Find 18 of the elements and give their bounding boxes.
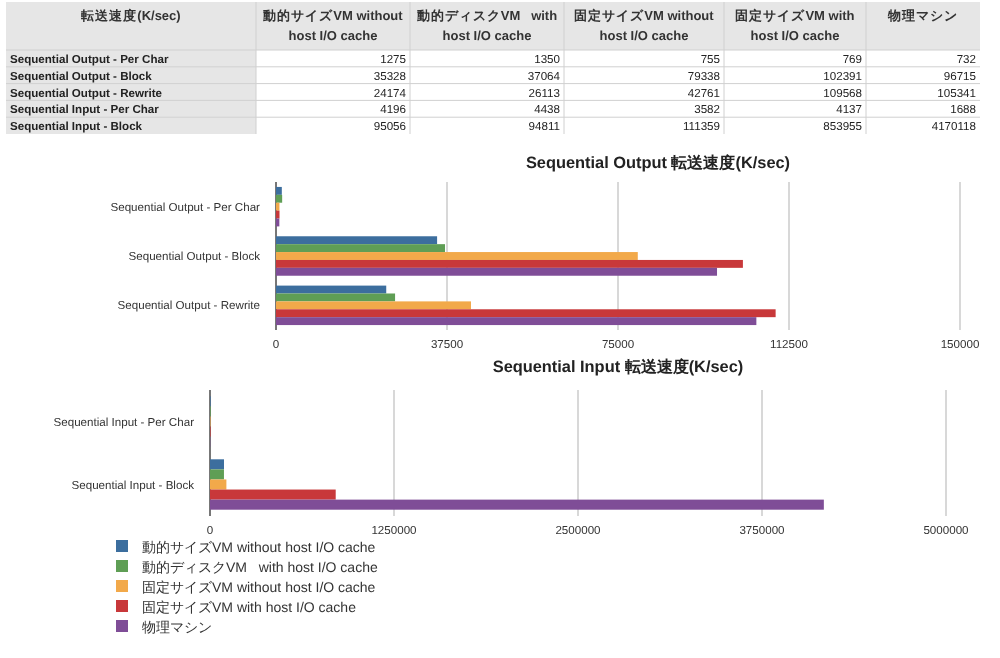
bar [210, 469, 224, 480]
bar [276, 186, 282, 195]
bar [276, 293, 396, 302]
bar [210, 489, 336, 500]
bar [276, 309, 776, 318]
bar [210, 479, 227, 490]
bar [276, 244, 446, 253]
bar [276, 194, 283, 203]
bar [276, 252, 638, 260]
bar [276, 267, 718, 276]
bar [276, 301, 471, 310]
bar [210, 459, 224, 470]
bar [210, 499, 824, 510]
chart-title: Sequential Input 転送速度(K/sec) [492, 356, 744, 376]
bar [276, 236, 438, 245]
chart-title: Sequential Output 転送速度(K/sec) [525, 152, 791, 172]
bar [276, 317, 757, 326]
bar [276, 259, 743, 268]
